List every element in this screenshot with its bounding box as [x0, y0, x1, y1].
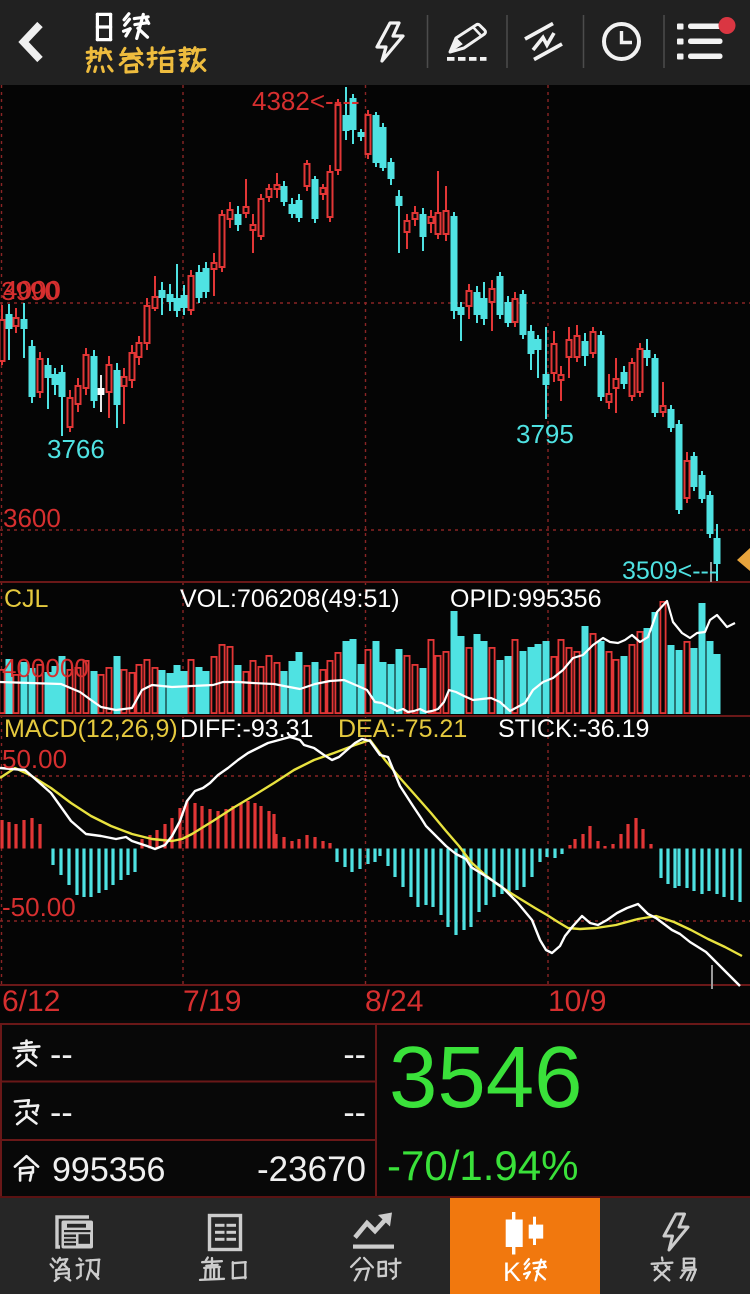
svg-text:-23670: -23670 [257, 1150, 366, 1189]
svg-text:CJL: CJL [4, 585, 49, 613]
svg-text:MACD(12,26,9): MACD(12,26,9) [4, 715, 178, 743]
svg-text:VOL:706208(49:51): VOL:706208(49:51) [180, 585, 400, 613]
svg-text:7/19: 7/19 [183, 985, 241, 1018]
svg-text:3795: 3795 [516, 419, 574, 449]
svg-text:3766: 3766 [47, 434, 105, 464]
svg-text:8/24: 8/24 [365, 985, 423, 1018]
svg-text:--: -- [343, 1036, 366, 1074]
svg-text:6/12: 6/12 [2, 985, 60, 1018]
svg-text:-70/1.94%: -70/1.94% [387, 1142, 578, 1189]
svg-text:3990: 3990 [1, 276, 59, 306]
svg-text:50.00: 50.00 [2, 744, 67, 774]
svg-text:STICK:-36.19: STICK:-36.19 [498, 715, 649, 743]
svg-text:DEA:-75.21: DEA:-75.21 [338, 715, 467, 743]
svg-text:3600: 3600 [3, 503, 61, 533]
svg-text:400000: 400000 [2, 653, 89, 683]
svg-text:--: -- [50, 1094, 73, 1132]
svg-text:DIFF:-93.31: DIFF:-93.31 [180, 715, 313, 743]
svg-text:-50.00: -50.00 [2, 892, 76, 922]
svg-text:4000: 4000 [3, 275, 61, 305]
svg-text:OPID:995356: OPID:995356 [450, 585, 602, 613]
svg-text:--: -- [50, 1036, 73, 1074]
svg-text:995356: 995356 [52, 1151, 165, 1189]
svg-text:--: -- [343, 1094, 366, 1132]
svg-text:10/9: 10/9 [548, 985, 606, 1018]
svg-text:3546: 3546 [389, 1029, 583, 1126]
svg-text:3509<---: 3509<--- [622, 557, 717, 585]
svg-text:4382<----: 4382<---- [252, 86, 360, 116]
svg-text:K: K [503, 1257, 521, 1287]
